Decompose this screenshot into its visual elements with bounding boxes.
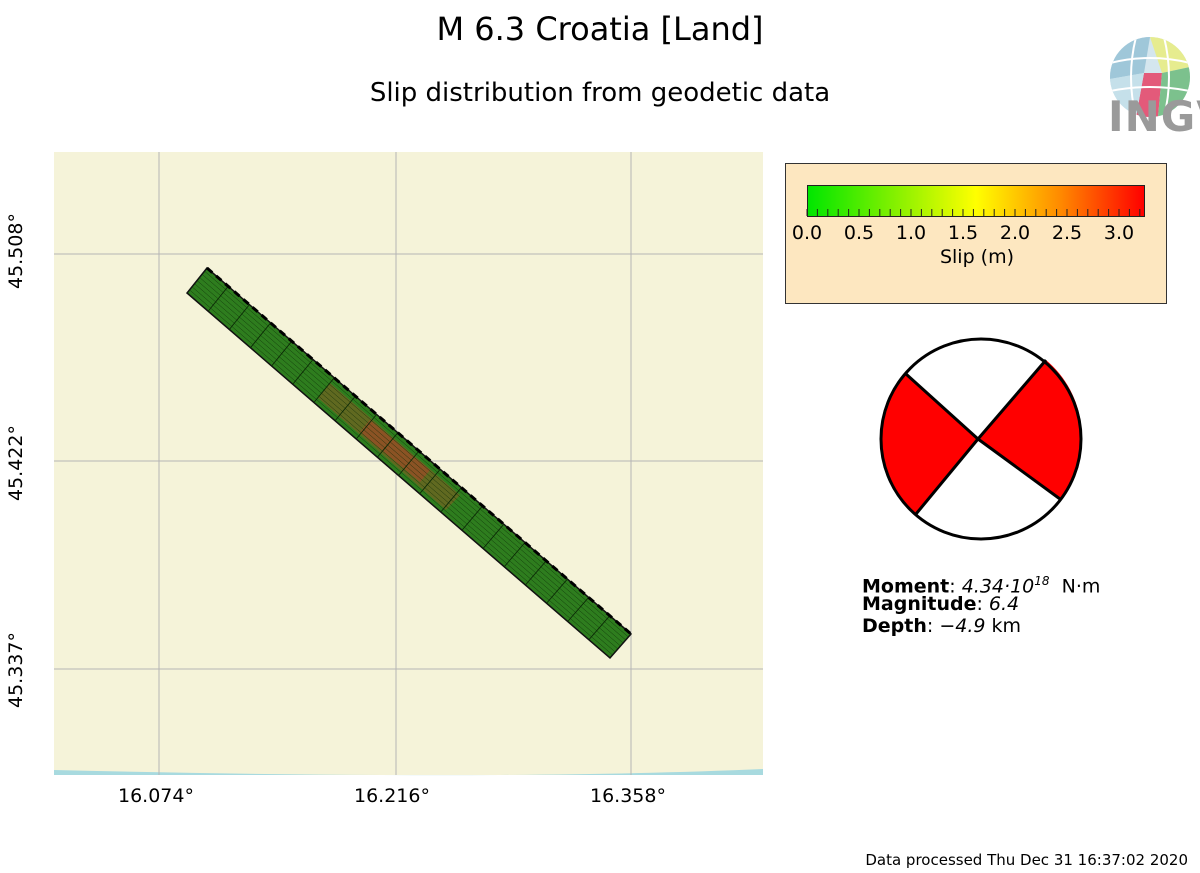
moment-line: Moment: 4.34·1018 N·m [862,574,1101,598]
water-area [54,769,763,776]
colorbar-tick-label: 0.0 [791,222,823,244]
colorbar-legend: 0.0 0.5 1.0 1.5 2.0 2.5 3.0 Slip (m) [785,163,1167,304]
fault-grid-lines [189,270,629,656]
colorbar-tick-label: 3.0 [1103,222,1135,244]
fault-grid-line [199,277,624,644]
fault-grid-line [204,270,629,638]
moment-exponent: 18 [1034,574,1050,588]
x-tick-label: 16.074° [118,785,194,807]
fault-grid-line [189,289,613,656]
colorbar-ticks [806,209,1141,216]
fault-top-edge [206,266,632,636]
colorbar-tick-label: 2.5 [1051,222,1083,244]
depth-value: −4.9 [939,615,986,637]
colorbar-label: Slip (m) [939,246,1015,268]
colorbar-tick-label: 0.5 [843,222,875,244]
x-tick-label: 16.358° [590,785,666,807]
grid-lines [54,152,763,775]
ingv-globe-logo-icon [1110,37,1190,117]
processing-timestamp: Data processed Thu Dec 31 16:37:02 2020 [865,851,1188,869]
moment-label: Moment [862,575,950,598]
colorbar-tick-label: 1.0 [895,222,927,244]
fault-grid-line [194,283,619,650]
colorbar-gradient [807,185,1145,217]
magnitude-label: Magnitude [862,593,977,615]
page-title: M 6.3 Croatia [Land] [436,10,764,48]
depth-unit: km [991,615,1022,637]
magnitude-line: Magnitude: 6.4 [862,593,1020,615]
y-tick-label: 45.422° [4,425,27,501]
depth-line: Depth: −4.9 km [862,615,1022,637]
page-subtitle: Slip distribution from geodetic data [369,78,831,108]
x-tick-label: 16.216° [354,785,430,807]
moment-value: 4.34·10 [961,575,1035,598]
focal-mechanism-beachball-icon [879,337,1083,541]
colorbar-tick-label: 1.5 [947,222,979,244]
fault-plane [185,266,633,660]
magnitude-value: 6.4 [988,593,1020,615]
fault-grid-line [201,274,626,641]
moment-unit: N·m [1061,575,1101,598]
depth-label: Depth [862,615,927,637]
colorbar-tick-label: 2.0 [999,222,1031,244]
logo-text: INGV [1108,92,1200,141]
high-slip-patch [318,383,460,510]
y-tick-label: 45.337° [4,632,27,708]
y-tick-label: 45.508° [4,213,27,289]
fault-grid-line [196,280,621,647]
fault-grid-line [191,286,616,653]
